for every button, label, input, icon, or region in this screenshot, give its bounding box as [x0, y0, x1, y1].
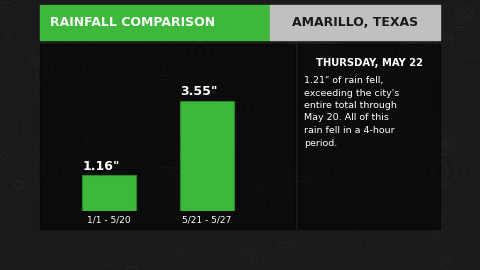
Text: AMARILLO, TEXAS: AMARILLO, TEXAS [292, 16, 418, 29]
Text: 1.16": 1.16" [83, 160, 120, 173]
FancyBboxPatch shape [40, 5, 270, 40]
FancyBboxPatch shape [40, 44, 295, 229]
Text: 3.55": 3.55" [180, 85, 218, 98]
Bar [82, 175, 136, 211]
Bar [180, 100, 234, 211]
Text: RAINFALL COMPARISON: RAINFALL COMPARISON [50, 16, 215, 29]
Text: 1.21" of rain fell,
exceeding the city's
entire total through
May 20. All of thi: 1.21" of rain fell, exceeding the city's… [304, 76, 399, 147]
Text: THURSDAY, MAY 22: THURSDAY, MAY 22 [315, 58, 422, 68]
FancyBboxPatch shape [298, 44, 440, 229]
FancyBboxPatch shape [270, 5, 440, 40]
